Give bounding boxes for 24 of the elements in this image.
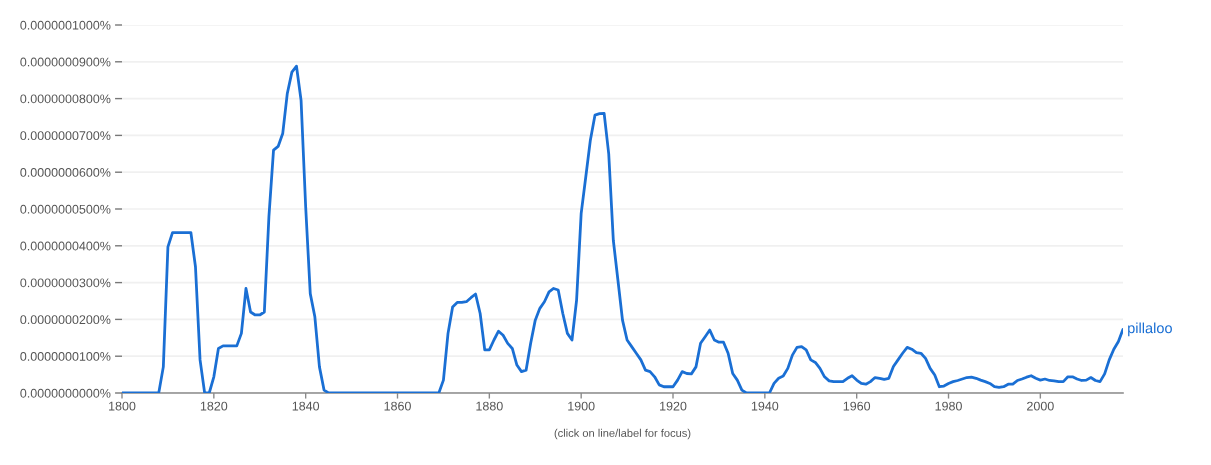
x-tick-label: 1960 (843, 401, 871, 411)
x-tick-label: 1840 (292, 401, 320, 411)
y-tick-label: 0.0000000600% (20, 168, 111, 177)
y-tick-label: 0.0000000100% (20, 352, 111, 361)
y-tick-label: 0.0000000200% (20, 315, 111, 325)
y-tick-label: 0.0000000800% (20, 94, 111, 104)
x-tick-label: 2000 (1027, 401, 1054, 411)
series-label: pillaloo (1128, 322, 1172, 337)
y-tick-label: 0.0000000300% (20, 278, 111, 288)
y-tick-label: 0.0000000400% (20, 241, 111, 251)
x-tick-label: 1880 (476, 401, 503, 411)
x-tick-label: 1820 (200, 401, 228, 411)
y-tick-label: 0.0000000500% (20, 204, 111, 214)
y-tick-label: 0.0000001000% (20, 20, 111, 30)
x-tick-label: 1800 (109, 401, 136, 411)
x-tick-label: 1940 (751, 401, 779, 411)
y-tick-label: 0.0000000700% (20, 131, 111, 141)
x-tick-label: 1900 (568, 401, 595, 411)
text: (click on line/label for focus) (554, 428, 691, 440)
x-tick-label: 1860 (384, 401, 411, 411)
y-tick-label: 0.0000000900% (20, 57, 111, 67)
x-tick-label: 1920 (660, 401, 687, 411)
y-tick-label: 0.0000000000% (20, 388, 111, 398)
x-tick-label: 1980 (935, 401, 962, 411)
